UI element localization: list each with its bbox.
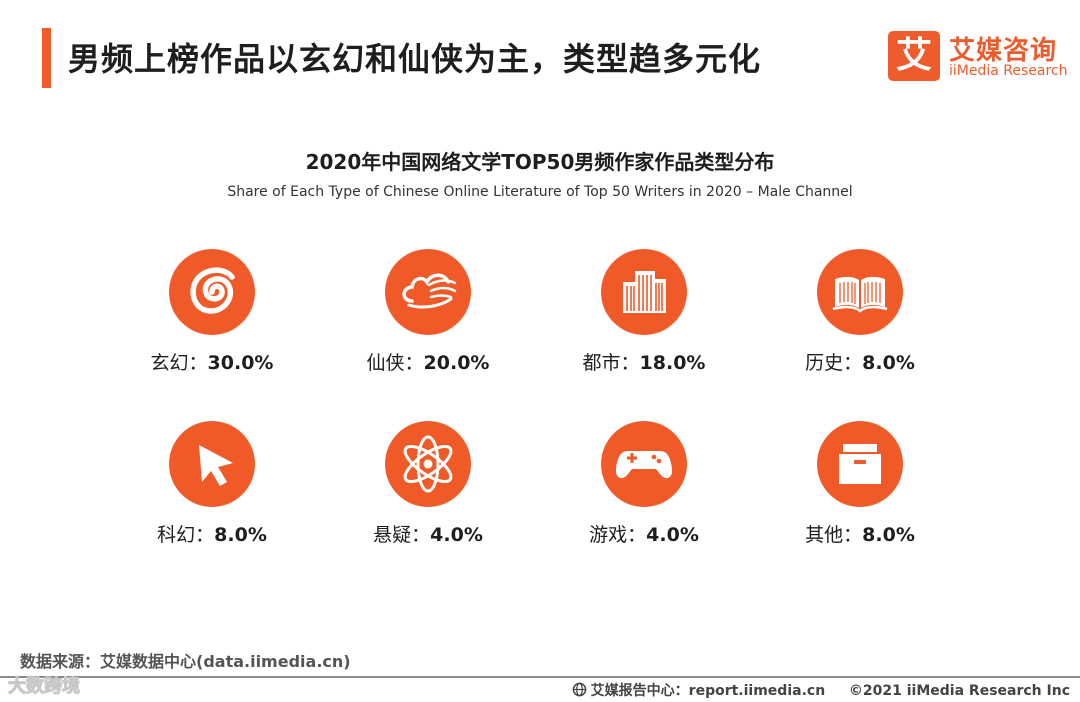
category-item: 历史：8.0% — [760, 230, 960, 380]
archive-box-icon — [817, 421, 903, 507]
category-value: 8.0% — [862, 352, 915, 374]
category-name: 科幻： — [157, 524, 215, 546]
category-label: 游戏：4.0% — [544, 520, 744, 547]
report-center: 艾媒报告中心：report.iimedia.cn — [590, 683, 826, 699]
category-item: 悬疑：4.0% — [328, 402, 528, 552]
category-name: 仙侠： — [366, 352, 424, 374]
category-label: 其他：8.0% — [760, 520, 960, 547]
category-value: 8.0% — [862, 524, 915, 546]
category-value: 20.0% — [423, 352, 490, 374]
category-item: 都市：18.0% — [544, 230, 744, 380]
category-value: 8.0% — [214, 524, 267, 546]
category-value: 4.0% — [646, 524, 699, 546]
chart-title: 2020年中国网络文学TOP50男频作家作品类型分布 — [305, 150, 775, 174]
watermark: 大数跨境 — [8, 676, 81, 698]
category-value: 18.0% — [639, 352, 706, 374]
page-title: 男频上榜作品以玄幻和仙侠为主，类型趋多元化 — [68, 40, 762, 78]
globe-icon — [572, 682, 587, 701]
category-label: 都市：18.0% — [544, 348, 744, 375]
category-label: 悬疑：4.0% — [328, 520, 528, 547]
category-name: 玄幻： — [150, 352, 208, 374]
swirl-icon — [169, 249, 255, 335]
category-item: 玄幻：30.0% — [112, 230, 312, 380]
category-item: 游戏：4.0% — [544, 402, 744, 552]
atom-icon — [385, 421, 471, 507]
city-buildings-icon — [601, 249, 687, 335]
category-grid: 玄幻：30.0% 仙侠：20.0% 都市：18.0% 历史：8.0% 科幻：8.0% 悬疑… — [0, 230, 1080, 570]
category-label: 历史：8.0% — [760, 348, 960, 375]
brand-logo-mark: 艾 — [888, 31, 940, 81]
category-label: 仙侠：20.0% — [328, 348, 528, 375]
cursor-arrow-icon — [169, 421, 255, 507]
category-name: 游戏： — [589, 524, 647, 546]
footer-divider — [0, 676, 1080, 678]
brand-name-en: iiMedia Research — [949, 63, 1068, 79]
category-name: 其他： — [805, 524, 863, 546]
category-value: 4.0% — [430, 524, 483, 546]
category-name: 历史： — [805, 352, 863, 374]
title-accent-bar — [42, 28, 51, 88]
category-value: 30.0% — [207, 352, 274, 374]
category-item: 其他：8.0% — [760, 402, 960, 552]
data-source: 数据来源：艾媒数据中心(data.iimedia.cn) — [20, 652, 351, 671]
category-label: 玄幻：30.0% — [112, 348, 312, 375]
footer-info: 艾媒报告中心：report.iimedia.cn ©2021 iiMedia R… — [572, 680, 1070, 701]
category-item: 科幻：8.0% — [112, 402, 312, 552]
category-name: 悬疑： — [373, 524, 431, 546]
gamepad-icon — [601, 421, 687, 507]
category-item: 仙侠：20.0% — [328, 230, 528, 380]
chart-subtitle: Share of Each Type of Chinese Online Lit… — [227, 184, 853, 200]
category-label: 科幻：8.0% — [112, 520, 312, 547]
cloud-icon — [385, 249, 471, 335]
copyright: ©2021 iiMedia Research Inc — [848, 683, 1070, 699]
brand-name-cn: 艾媒咨询 — [949, 36, 1058, 66]
open-book-icon — [817, 249, 903, 335]
category-name: 都市： — [582, 352, 640, 374]
